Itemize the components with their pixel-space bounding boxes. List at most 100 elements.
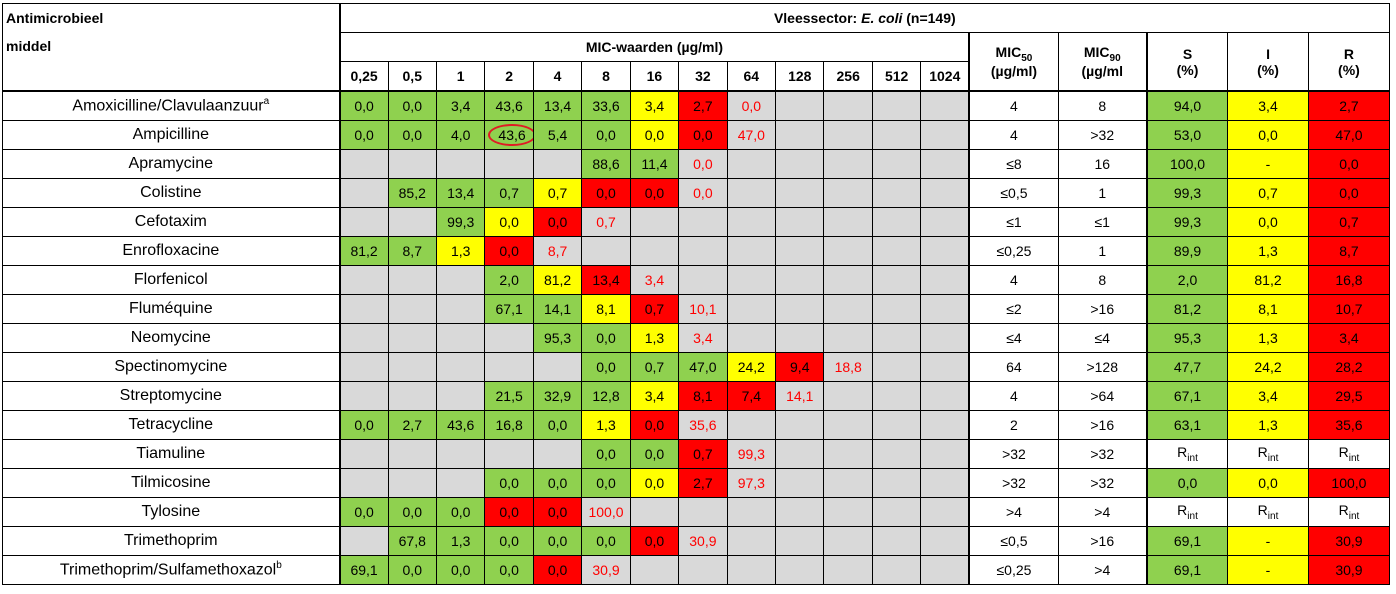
r-value: 10,7 bbox=[1307, 294, 1391, 324]
mic-cell bbox=[871, 265, 922, 295]
mic-cell: 14,1 bbox=[775, 381, 825, 411]
mic-cell: 95,3 bbox=[532, 323, 583, 353]
mic-cell: 0,0 bbox=[581, 439, 631, 469]
mic-cell bbox=[871, 120, 922, 150]
mic-cell bbox=[726, 149, 777, 179]
mic-cell: 0,0 bbox=[532, 207, 583, 237]
mic-cell bbox=[823, 149, 873, 179]
concentration-header: 64 bbox=[726, 61, 777, 92]
mic-cell bbox=[871, 352, 922, 382]
mic-cell: 0,0 bbox=[726, 90, 777, 121]
mic50-value: >32 bbox=[968, 439, 1059, 469]
mic-cell bbox=[387, 207, 437, 237]
s-value: 81,2 bbox=[1145, 294, 1229, 324]
mic50-value: 4 bbox=[968, 381, 1059, 411]
mic-cell bbox=[678, 497, 728, 527]
antimicrobial-name-text: Apramycine bbox=[128, 155, 214, 172]
mic50-value: >4 bbox=[968, 497, 1059, 527]
s-value: 2,0 bbox=[1145, 265, 1229, 295]
mic90-value: 1 bbox=[1057, 178, 1148, 208]
mic-cell: 0,7 bbox=[629, 294, 680, 324]
mic90-value: >16 bbox=[1057, 294, 1148, 324]
antimicrobial-name: Tiamuline bbox=[1, 439, 341, 469]
mic-cell bbox=[629, 497, 680, 527]
antimicrobial-name: Trimethoprim bbox=[1, 526, 341, 556]
r-rint: Rint bbox=[1338, 444, 1360, 464]
mic-cell bbox=[435, 381, 486, 411]
mic-cell bbox=[678, 555, 728, 585]
mic-cell: 0,0 bbox=[581, 526, 631, 556]
i-value: 0,7 bbox=[1227, 178, 1309, 208]
i-value: 1,3 bbox=[1227, 410, 1309, 440]
mic-cell: 21,5 bbox=[484, 381, 534, 411]
mic50-value: 4 bbox=[968, 265, 1059, 295]
i-value: - bbox=[1227, 555, 1309, 585]
mic-cell bbox=[871, 526, 922, 556]
mic-cell bbox=[920, 323, 970, 353]
mic-cell bbox=[484, 149, 534, 179]
mic-cell bbox=[387, 468, 437, 498]
mic-cell: 7,4 bbox=[726, 381, 777, 411]
mic-cell bbox=[338, 468, 389, 498]
mic-cell: 0,0 bbox=[581, 468, 631, 498]
mic-cell: 69,1 bbox=[338, 555, 389, 585]
mic90-value: 8 bbox=[1057, 90, 1148, 121]
mic-cell: 0,0 bbox=[532, 410, 583, 440]
mic-cell: 0,0 bbox=[387, 555, 437, 585]
mic90-label: MIC bbox=[1083, 43, 1110, 60]
antimicrobial-name-text: Trimethoprim/Sulfamethoxazol bbox=[59, 561, 277, 579]
mic-cell bbox=[823, 236, 873, 266]
mic-cell bbox=[387, 265, 437, 295]
r-value: 30,9 bbox=[1307, 555, 1391, 585]
mic-cell: 0,0 bbox=[532, 497, 583, 527]
mic-cell bbox=[920, 178, 970, 208]
sector-title: Vleessector: E. coli (n=149) bbox=[338, 3, 1390, 33]
mic-cell: 24,2 bbox=[726, 352, 777, 382]
s-value: 69,1 bbox=[1145, 555, 1229, 585]
mic-cell bbox=[920, 120, 970, 150]
mic-cell: 13,4 bbox=[581, 265, 631, 295]
concentration-header: 2 bbox=[484, 61, 534, 92]
mic-cell: 0,0 bbox=[532, 555, 583, 585]
mic-cell bbox=[871, 555, 922, 585]
mic-cell bbox=[338, 265, 389, 295]
mic-cell bbox=[823, 555, 873, 585]
mic-cell bbox=[726, 265, 777, 295]
table-row: Neomycine 95,3 0,0 1,3 3,4 ≤4 ≤4 95,3 1,3 3,4 bbox=[1, 323, 1391, 353]
mic-cell bbox=[435, 149, 486, 179]
antimicrobial-name-text: Trimethoprim bbox=[123, 532, 218, 549]
mic-cell: 43,6 bbox=[484, 90, 534, 121]
mic50-value: ≤8 bbox=[968, 149, 1059, 179]
mic90-sub: 90 bbox=[1109, 52, 1121, 64]
mic-cell: 0,0 bbox=[484, 236, 534, 266]
antimicrobial-name-text: Enrofloxacine bbox=[122, 242, 220, 259]
antimicrobial-name-text: Fluméquine bbox=[128, 300, 213, 317]
i-value: - bbox=[1227, 149, 1309, 179]
mic-cell bbox=[726, 236, 777, 266]
mic-cell: 8,7 bbox=[387, 236, 437, 266]
mic-cell bbox=[920, 90, 970, 121]
mic-cell: 47,0 bbox=[678, 352, 728, 382]
antimicrobial-name: Streptomycine bbox=[1, 381, 341, 411]
mic-cell bbox=[338, 207, 389, 237]
mic50-value: ≤0,5 bbox=[968, 526, 1059, 556]
concentration-header: 1 bbox=[435, 61, 486, 92]
concentration-header: 512 bbox=[871, 61, 922, 92]
mic-cell: 47,0 bbox=[726, 120, 777, 150]
mic-cell bbox=[920, 410, 970, 440]
mic50-value: 4 bbox=[968, 120, 1059, 150]
mic-cell bbox=[435, 439, 486, 469]
r-value: 100,0 bbox=[1307, 468, 1391, 498]
mic-cell: 0,0 bbox=[532, 468, 583, 498]
mic-cell bbox=[678, 207, 728, 237]
mic-cell: 0,7 bbox=[532, 178, 583, 208]
mic-cell bbox=[775, 410, 825, 440]
mic90-value: ≤4 bbox=[1057, 323, 1148, 353]
table-row: Ampicilline 0,0 0,0 4,0 43,6 5,4 0,0 0,0 0,0 47,0… bbox=[1, 120, 1391, 150]
s-value: 63,1 bbox=[1145, 410, 1229, 440]
mic-cell bbox=[871, 294, 922, 324]
mic-cell: 0,0 bbox=[581, 120, 631, 150]
mic-cell bbox=[823, 381, 873, 411]
mic-cell: 9,4 bbox=[775, 352, 825, 382]
mic-cell: 0,0 bbox=[484, 468, 534, 498]
